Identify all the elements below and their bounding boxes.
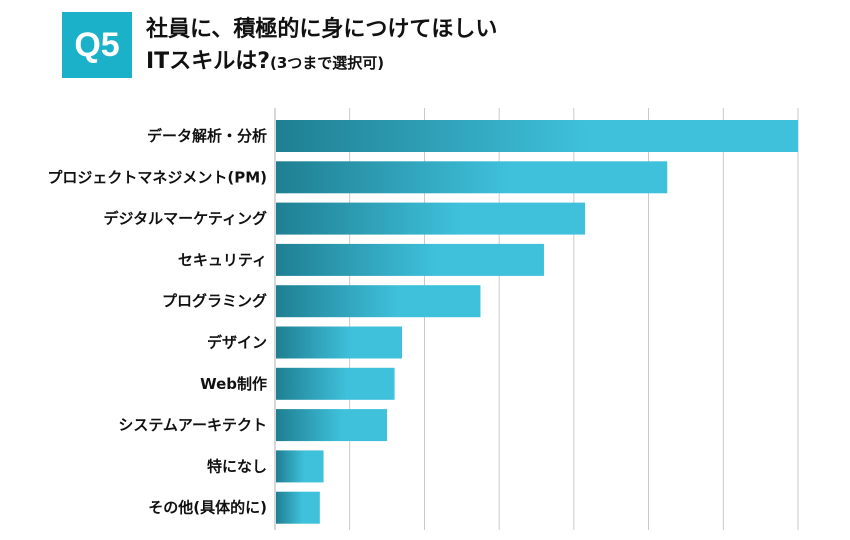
title-line-1: 社員に、積極的に身につけてほしい	[146, 17, 498, 42]
bar	[276, 450, 324, 483]
category-label: データ解析・分析	[147, 127, 267, 145]
category-label: デザイン	[207, 334, 267, 352]
bar	[276, 120, 798, 152]
bar	[276, 409, 388, 442]
bars	[276, 120, 798, 524]
category-label: Web制作	[200, 375, 267, 393]
category-label: プロジェクトマネジメント(PM)	[47, 168, 267, 186]
category-label: デジタルマーケティング	[103, 210, 267, 228]
bar	[276, 161, 668, 194]
question-badge: Q5	[62, 12, 132, 78]
bar	[276, 243, 544, 276]
bar	[276, 491, 320, 524]
bar	[276, 285, 481, 318]
category-label: その他(具体的に)	[148, 499, 267, 517]
bar	[276, 367, 395, 400]
chart-title: 社員に、積極的に身につけてほしい ITスキルは?(3つまで選択可)	[146, 14, 497, 79]
category-label: セキュリティ	[178, 251, 267, 269]
bar	[276, 202, 586, 235]
title-note: (3つまで選択可)	[269, 54, 385, 72]
bar	[276, 326, 403, 359]
title-main: ITスキルは?	[146, 49, 270, 74]
category-label: プログラミング	[162, 292, 267, 310]
title-line-2: ITスキルは?(3つまで選択可)	[146, 46, 497, 79]
category-label: システムアーキテクト	[118, 416, 267, 434]
category-label: 特になし	[207, 457, 267, 475]
